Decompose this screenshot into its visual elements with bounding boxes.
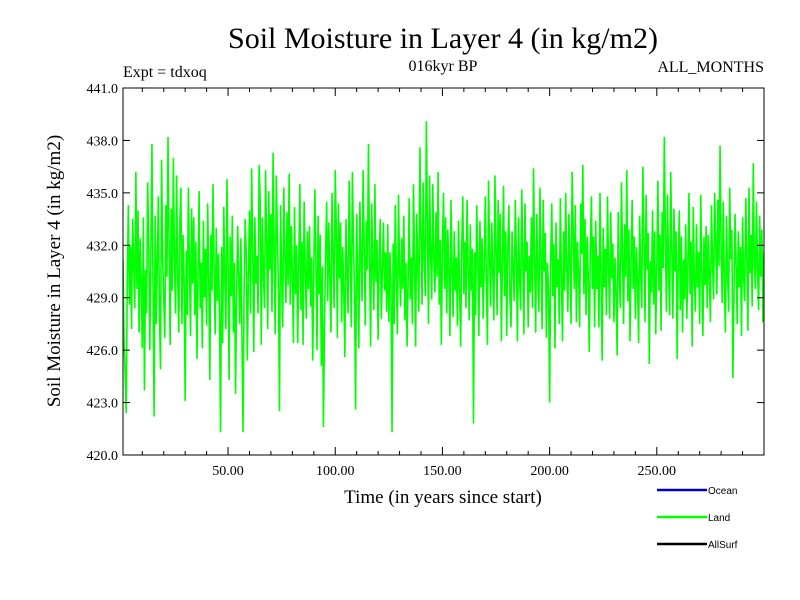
y-tick-label: 426.0 — [87, 344, 119, 359]
y-axis: 420.0 423.0 426.0 429.0 432.0 435.0 438.0 441.0 — [87, 82, 764, 464]
plot-frame — [122, 87, 765, 456]
plot-area — [123, 121, 764, 433]
chart-title: Soil Moisture in Layer 4 (in kg/m2) — [228, 22, 658, 55]
legend-label-ocean: Ocean — [708, 486, 737, 497]
x-tick-label: 150.00 — [423, 464, 462, 479]
x-tick-label: 100.00 — [316, 464, 355, 479]
y-tick-label: 423.0 — [87, 397, 119, 412]
x-tick-label: 250.00 — [638, 464, 677, 479]
x-axis: 50.00 100.00 150.00 200.00 250.00 — [141, 88, 744, 479]
legend: Ocean Land AllSurf — [657, 486, 738, 551]
y-axis-label: Soil Moisture in Layer 4 (in kg/m2) — [44, 135, 65, 407]
x-tick-label: 200.00 — [530, 464, 569, 479]
y-tick-label: 432.0 — [87, 239, 119, 254]
x-tick-label: 50.00 — [212, 464, 244, 479]
period-label: 016kyr BP — [409, 58, 478, 75]
legend-label-allsurf: AllSurf — [708, 540, 738, 551]
experiment-label: Expt = tdxoq — [123, 64, 207, 81]
y-tick-label: 429.0 — [87, 292, 119, 307]
x-axis-label: Time (in years since start) — [344, 487, 542, 508]
y-tick-label: 438.0 — [87, 134, 119, 149]
y-tick-label: 435.0 — [87, 187, 119, 202]
series-land-line — [123, 121, 764, 433]
y-tick-label: 441.0 — [87, 82, 119, 97]
y-tick-label: 420.0 — [87, 449, 119, 464]
months-label: ALL_MONTHS — [657, 59, 764, 76]
legend-label-land: Land — [708, 513, 730, 524]
